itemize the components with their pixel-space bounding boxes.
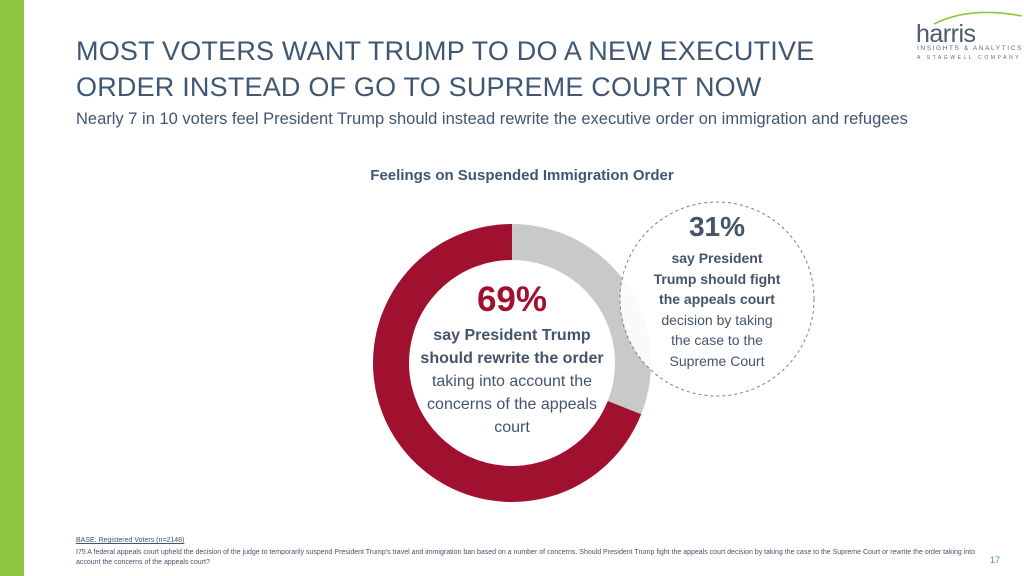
rewrite-desc: say President Trump should rewrite the o…: [418, 324, 606, 439]
footnote-question: I75 A federal appeals court upheld the d…: [76, 549, 976, 566]
slide-title-line-2: ORDER INSTEAD OF GO TO SUPREME COURT NOW: [76, 72, 762, 102]
fight-desc: say President Trump should fight the app…: [650, 248, 784, 371]
footnote-base: BASE: Registered Voters (n=2148): [76, 537, 185, 544]
logo-company: A STAGWELL COMPANY: [917, 55, 1022, 61]
logo-wordmark: harris: [916, 20, 976, 48]
rewrite-desc-rest: taking into account the concerns of the …: [427, 373, 597, 436]
page-number: 17: [990, 555, 1001, 565]
slide-title: MOST VOTERS WANT TRUMP TO DO A NEW EXECU…: [76, 33, 836, 105]
donut-slice-fight: [512, 224, 652, 415]
fight-pct-label: 31%: [688, 211, 746, 242]
logo-tagline: INSIGHTS & ANALYTICS: [917, 45, 1023, 52]
fight-callout: 31% say President Trump should fight the…: [650, 208, 784, 371]
fight-desc-bold: say President Trump should fight the app…: [653, 250, 781, 307]
footnote: BASE: Registered Voters (n=2148) I75 A f…: [76, 536, 976, 568]
rewrite-pct-label: 69%: [476, 280, 548, 319]
fight-callout-bubble: [619, 201, 815, 397]
fight-desc-rest: decision by taking the case to the Supre…: [661, 311, 773, 369]
accent-bar: [0, 0, 24, 576]
harris-logo: harris INSIGHTS & ANALYTICS A STAGWELL C…: [914, 8, 1024, 64]
rewrite-desc-bold: say President Trump should rewrite the o…: [420, 327, 604, 367]
rewrite-callout: 69% say President Trump should rewrite t…: [418, 278, 606, 439]
logo-arc-icon: [933, 11, 1023, 25]
slide-title-line-1: MOST VOTERS WANT TRUMP TO DO A NEW EXECU…: [76, 36, 815, 66]
slide-subtitle: Nearly 7 in 10 voters feel President Tru…: [76, 110, 908, 128]
chart-title: Feelings on Suspended Immigration Order: [370, 167, 674, 184]
